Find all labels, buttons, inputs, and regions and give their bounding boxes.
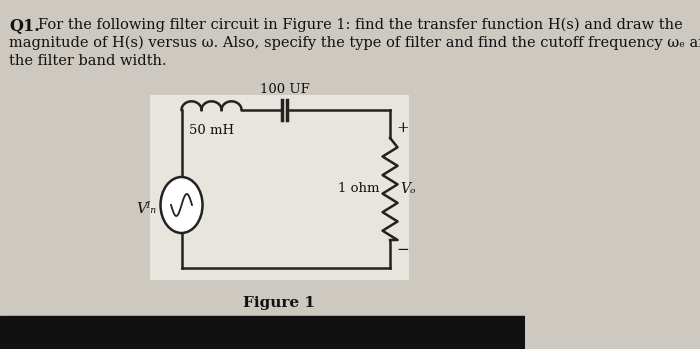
Bar xyxy=(0,316,525,349)
Text: Vₒ: Vₒ xyxy=(400,182,416,196)
Text: 100 UF: 100 UF xyxy=(260,83,309,96)
Text: −: − xyxy=(396,243,409,257)
Text: the filter band width.: the filter band width. xyxy=(9,54,167,68)
Text: Q1.: Q1. xyxy=(9,18,40,35)
Text: For the following filter circuit in Figure 1: find the transfer function H(s) an: For the following filter circuit in Figu… xyxy=(38,18,682,32)
Text: +: + xyxy=(396,121,409,135)
Text: 50 mH: 50 mH xyxy=(189,124,234,137)
Text: magnitude of H(s) versus ω. Also, specify the type of filter and find the cutoff: magnitude of H(s) versus ω. Also, specif… xyxy=(9,36,700,50)
Circle shape xyxy=(160,177,202,233)
Bar xyxy=(150,95,409,280)
Text: Figure 1: Figure 1 xyxy=(244,296,316,310)
Text: 1 ohm: 1 ohm xyxy=(338,183,379,195)
Text: Vᴵₙ: Vᴵₙ xyxy=(136,202,156,216)
